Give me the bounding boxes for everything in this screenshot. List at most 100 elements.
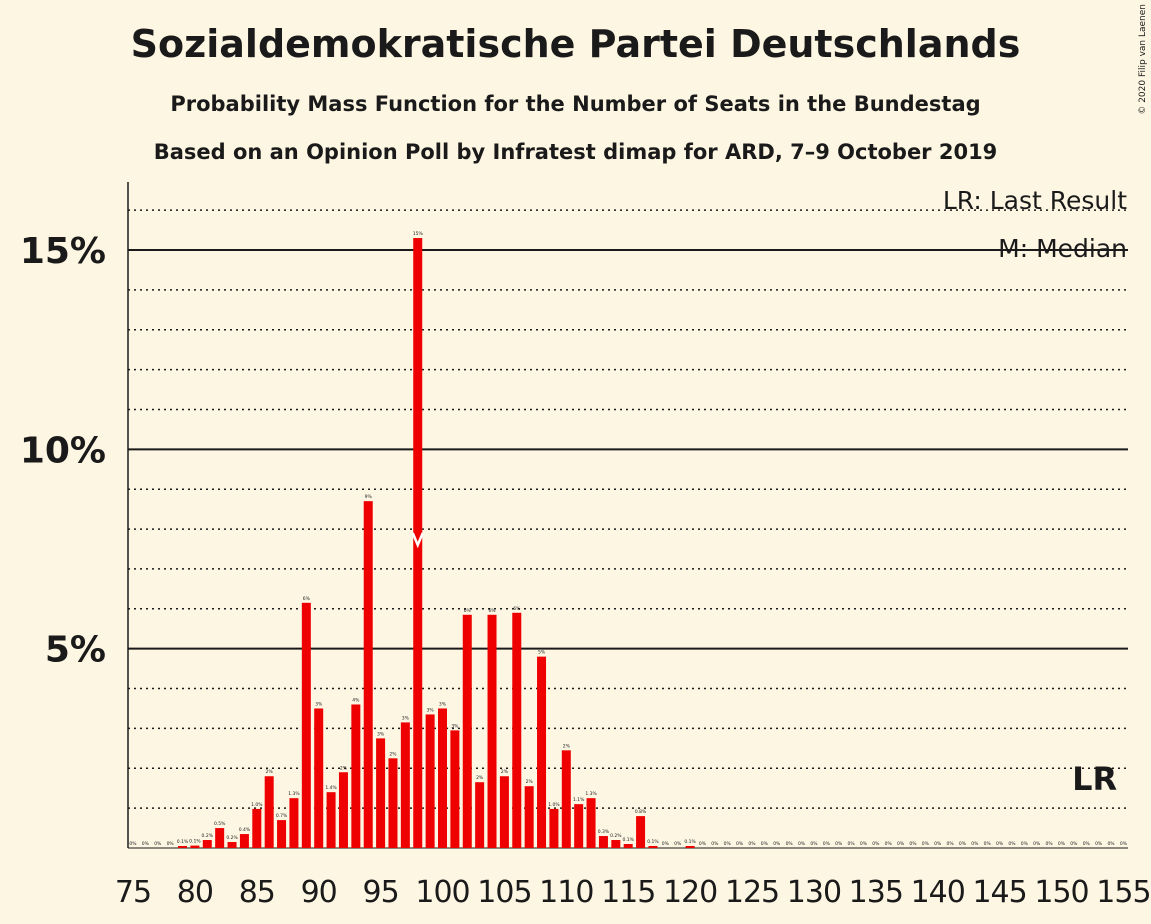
median-marker — [411, 532, 424, 549]
bar-seat-79 — [178, 846, 188, 848]
x-tick-label: 135 — [849, 875, 903, 910]
bar-data-label: 9% — [365, 494, 373, 500]
bar-data-label: 0% — [971, 841, 979, 847]
bar-seat-90 — [314, 708, 324, 848]
bar-data-label: 5% — [538, 650, 546, 656]
bar-data-label: 0% — [947, 841, 955, 847]
bar-seat-84 — [239, 834, 249, 848]
bar-seat-103 — [475, 782, 485, 848]
bar-seat-112 — [586, 798, 596, 848]
bar-data-label: 3% — [439, 701, 447, 707]
bar-data-label: 0% — [909, 841, 917, 847]
bar-seat-86 — [264, 776, 274, 848]
x-tick-label: 110 — [539, 875, 593, 910]
bar-data-label: 2% — [340, 765, 348, 771]
x-tick-label: 145 — [972, 875, 1026, 910]
bar-data-label: 0% — [167, 841, 175, 847]
y-tick-label: 10% — [20, 430, 106, 471]
bar-data-label: 2% — [563, 743, 571, 749]
bar-seat-113 — [598, 836, 608, 848]
x-tick-label: 130 — [787, 875, 841, 910]
bar-data-label: 15% — [413, 231, 424, 237]
bar-data-label: 0% — [872, 841, 880, 847]
bar-data-label: 0% — [1107, 841, 1115, 847]
bar-data-label: 6% — [513, 606, 521, 612]
bar-seat-104 — [487, 614, 497, 848]
bar-data-label: 2% — [526, 779, 534, 785]
bar-seat-82 — [215, 828, 225, 848]
bar-seat-100 — [438, 708, 447, 848]
bar-data-label: 1.1% — [573, 797, 585, 803]
bar-data-label: 0% — [773, 841, 781, 847]
y-tick-label: 15% — [20, 231, 106, 272]
bar-data-label: 0% — [748, 841, 756, 847]
bar-seat-107 — [524, 786, 534, 848]
x-tick-label: 150 — [1034, 875, 1088, 910]
bar-data-label: 3% — [451, 723, 459, 729]
bar-data-label: 4% — [352, 697, 360, 703]
bar-data-label: 0% — [154, 841, 162, 847]
bar-data-label: 0% — [810, 841, 818, 847]
bar-data-label: 0.2% — [610, 833, 622, 839]
bar-data-label: 0.3% — [598, 829, 610, 835]
y-tick-label: 5% — [45, 630, 106, 671]
bar-data-label: 0% — [835, 841, 843, 847]
bar-data-label: 6% — [303, 596, 311, 602]
bar-data-label: 2% — [389, 751, 397, 757]
bar-seat-96 — [388, 758, 398, 848]
bar-seat-109 — [549, 808, 559, 848]
chart-subtitle-poll: Based on an Opinion Poll by Infratest di… — [153, 140, 998, 164]
bar-seat-110 — [561, 750, 571, 848]
bar-seat-81 — [202, 840, 212, 848]
bar-data-label: 0% — [129, 841, 137, 847]
bar-data-label: 0% — [786, 841, 794, 847]
bar-data-label: 0% — [1095, 841, 1103, 847]
x-tick-label: 105 — [477, 875, 531, 910]
bar-data-label: 0.8% — [635, 809, 647, 815]
bar-data-label: 2% — [501, 769, 509, 775]
bar-seat-117 — [648, 846, 658, 848]
x-tick-label: 120 — [663, 875, 717, 910]
bar-data-label: 0% — [860, 841, 868, 847]
x-tick-label: 75 — [115, 875, 151, 910]
bar-seat-116 — [636, 816, 646, 848]
bar-seat-97 — [400, 722, 410, 848]
chart-title: Sozialdemokratische Partei Deutschlands — [130, 22, 1021, 66]
bar-data-label: 0.4% — [239, 827, 251, 833]
bar-seat-111 — [574, 804, 584, 848]
bar-data-label: 0% — [1021, 841, 1029, 847]
bar-data-label: 0% — [897, 841, 905, 847]
bar-data-label: 1.4% — [325, 785, 337, 791]
bar-data-label: 1.0% — [251, 802, 263, 808]
bar-data-label: 0.5% — [214, 821, 226, 827]
bar-data-label: 0% — [711, 841, 719, 847]
bar-data-label: 0% — [1008, 841, 1016, 847]
bar-seat-85 — [252, 808, 262, 848]
bar-seat-105 — [499, 776, 509, 848]
bar-seat-114 — [611, 840, 621, 848]
bar-data-label: 0% — [922, 841, 930, 847]
last-result-marker-label: LR — [1072, 760, 1117, 798]
bar-data-label: 0% — [1083, 841, 1091, 847]
bar-data-label: 3% — [402, 715, 410, 721]
x-tick-label: 80 — [177, 875, 213, 910]
bar-seat-115 — [623, 844, 633, 848]
bar-data-label: 0.1% — [647, 839, 659, 845]
bar-data-label: 0% — [847, 841, 855, 847]
bar-data-label: 0.1% — [684, 839, 696, 845]
bar-seat-108 — [537, 656, 547, 848]
x-tick-label: 125 — [725, 875, 779, 910]
bar-seat-93 — [351, 704, 361, 848]
bar-seat-95 — [376, 738, 386, 848]
bar-seat-83 — [227, 842, 237, 848]
bar-data-label: 3% — [315, 701, 323, 707]
bar-data-label: 0% — [1058, 841, 1066, 847]
bar-seat-89 — [301, 602, 311, 848]
bar-data-label: 0.2% — [226, 835, 238, 841]
bar-seat-91 — [326, 792, 336, 848]
bar-data-label: 0% — [699, 841, 707, 847]
bar-data-label: 0% — [959, 841, 967, 847]
bar-data-label: 1.3% — [288, 791, 300, 797]
x-tick-label: 95 — [363, 875, 399, 910]
